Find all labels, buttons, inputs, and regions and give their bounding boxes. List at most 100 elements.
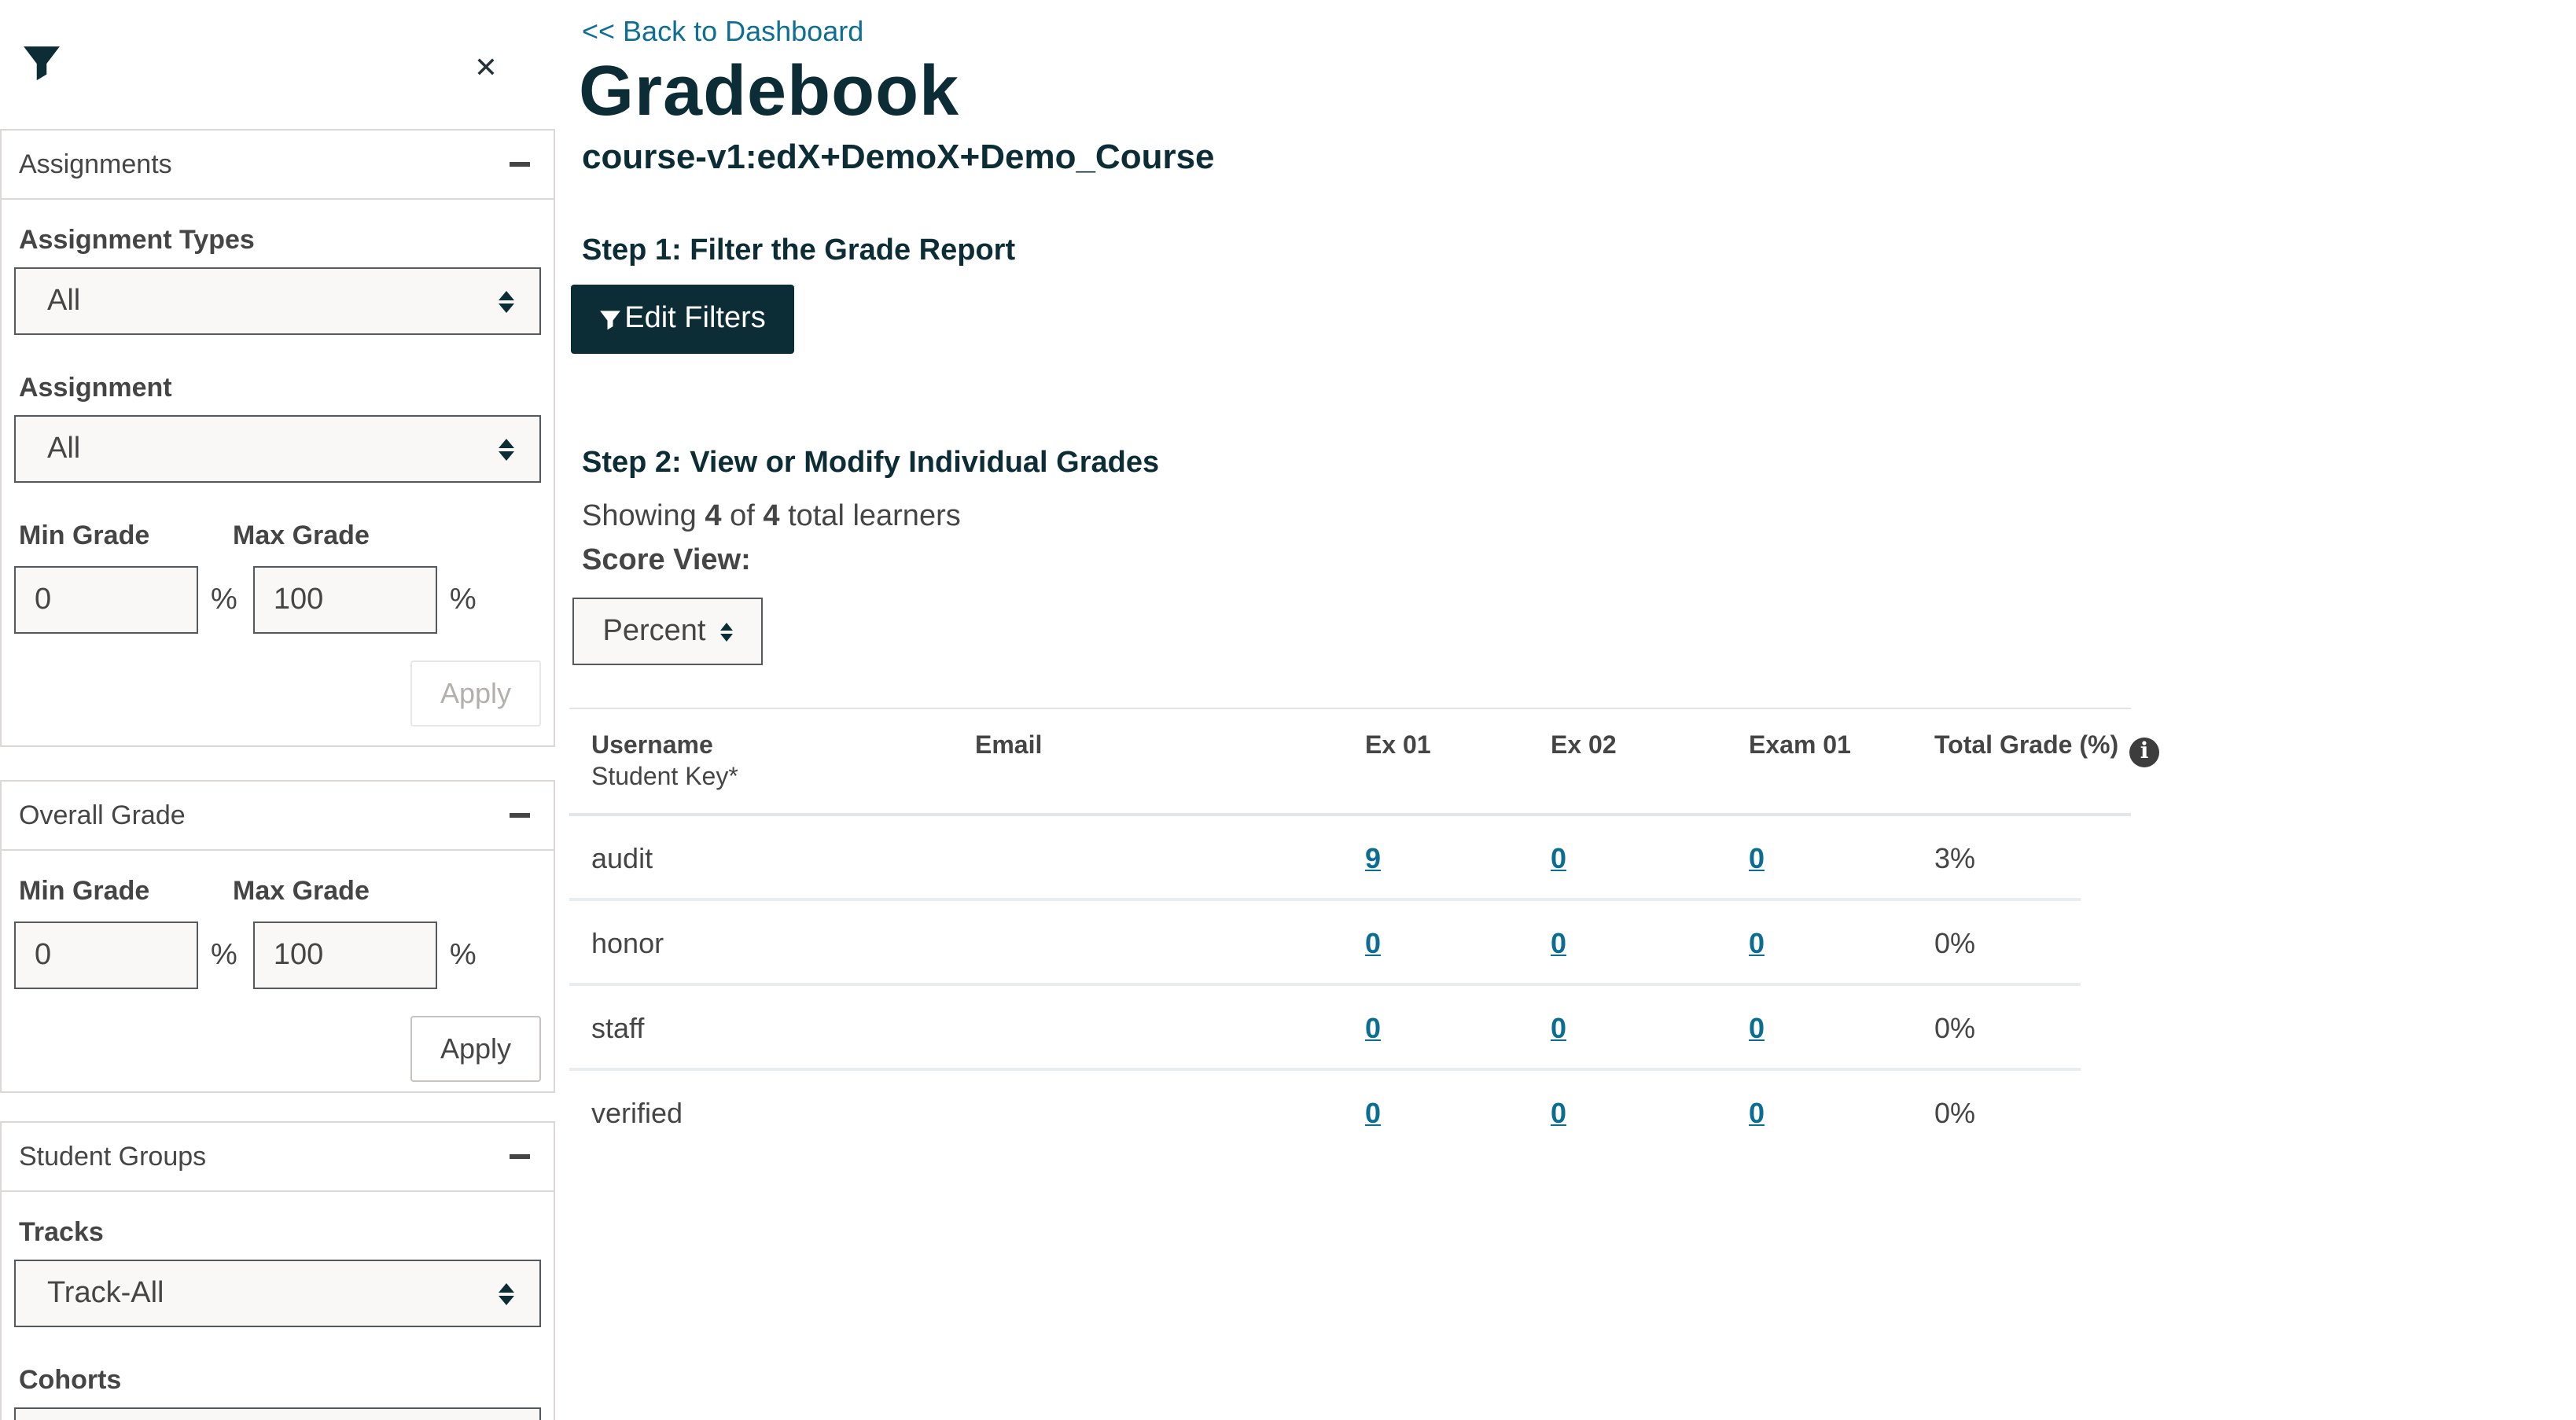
step1-heading: Step 1: Filter the Grade Report [582,234,1016,267]
student-groups-card-header: Student Groups [2,1123,554,1192]
column-header-email: Email [975,733,1043,760]
filter-icon [24,46,60,81]
table-row: verified 0 0 0 0% [569,1071,2131,1156]
assignment-select[interactable]: All [14,415,541,483]
showing-suffix: total learners [788,500,961,533]
assignments-card-header: Assignments [2,131,554,200]
student-groups-card-title: Student Groups [19,1141,207,1171]
overall-grade-apply-button[interactable]: Apply [410,1016,541,1082]
grade-link-ex01[interactable]: 9 [1365,842,1382,874]
percent-sign: % [211,583,237,616]
info-icon[interactable]: i [2129,738,2160,767]
showing-total: 4 [763,500,780,533]
username-cell: audit [591,842,653,874]
grade-link-ex01[interactable]: 0 [1365,1012,1382,1043]
grade-link-ex01[interactable]: 0 [1365,927,1382,958]
assignments-apply-button[interactable]: Apply [410,660,541,727]
grade-link-ex02[interactable]: 0 [1551,842,1567,874]
grades-table-header: Username Student Key* Email Ex 01 Ex 02 … [569,708,2160,816]
assignments-filter-card: Assignments Assignment Types All Assignm… [0,129,555,747]
grade-link-exam01[interactable]: 0 [1749,842,1765,874]
assignment-value: All [47,432,81,465]
tracks-value: Track-All [47,1276,164,1309]
overall-max-grade-input[interactable] [252,922,437,989]
grade-link-ex02[interactable]: 0 [1551,1097,1567,1128]
column-header-username: Username Student Key* [569,731,953,794]
overall-grade-card-header: Overall Grade [2,782,554,851]
row-divider [569,1068,2081,1071]
percent-sign: % [211,938,237,971]
showing-prefix: Showing [582,500,697,533]
grade-link-exam01[interactable]: 0 [1749,1012,1765,1043]
column-header-exam01: Exam 01 [1749,733,1851,760]
username-cell: verified [591,1097,683,1128]
overall-min-grade-label: Min Grade [19,876,150,906]
page-title: Gradebook [579,50,960,131]
showing-count: 4 [705,500,722,533]
assignment-min-grade-input[interactable] [14,566,198,634]
filter-sidebar: ✕ Assignments Assignment Types All Assig… [0,0,558,1420]
grade-link-ex02[interactable]: 0 [1551,927,1567,958]
back-to-dashboard-link[interactable]: << Back to Dashboard [582,16,864,47]
grade-link-ex01[interactable]: 0 [1365,1097,1382,1128]
overall-min-grade-input[interactable] [14,922,198,989]
select-arrows-icon [499,1282,514,1304]
assignments-card-title: Assignments [19,149,172,178]
collapse-minus-icon[interactable] [510,813,530,818]
score-view-label: Score View: [582,544,751,577]
close-icon[interactable]: ✕ [466,47,506,88]
overall-grade-card-body: Min Grade Max Grade % % Apply [2,851,554,1094]
overall-grade-card-title: Overall Grade [19,800,186,830]
assignment-max-grade-input[interactable] [252,566,437,634]
collapse-minus-icon[interactable] [510,162,530,167]
table-row: staff 0 0 0 0% [569,986,2131,1071]
grade-link-ex02[interactable]: 0 [1551,1012,1567,1043]
total-grade-cell: 0% [1934,1097,1976,1128]
column-header-total-grade: Total Grade (%) i [1912,731,2160,794]
table-row: audit 9 0 0 3% [569,816,2131,901]
total-grade-cell: 0% [1934,1012,1976,1043]
student-groups-card-body: Tracks Track-All Cohorts [2,1192,554,1420]
column-header-ex02: Ex 02 [1551,733,1617,760]
grades-table: Username Student Key* Email Ex 01 Ex 02 … [569,708,2160,1156]
student-groups-filter-card: Student Groups Tracks Track-All Cohorts [0,1121,555,1420]
course-id: course-v1:edX+DemoX+Demo_Course [582,137,1215,176]
overall-max-grade-label: Max Grade [233,876,370,906]
grade-link-exam01[interactable]: 0 [1749,927,1765,958]
row-divider [569,983,2081,986]
percent-sign: % [449,583,477,616]
username-cell: staff [591,1012,645,1043]
select-arrows-icon [499,290,514,312]
edit-filters-label: Edit Filters [624,302,766,335]
grade-link-exam01[interactable]: 0 [1749,1097,1765,1128]
student-key-subheader: Student Key* [591,764,738,791]
assignment-min-grade-label: Min Grade [19,521,150,550]
percent-sign: % [449,938,477,971]
showing-count-text: Showing 4 of 4 total learners [582,500,961,535]
showing-of: of [730,500,755,533]
tracks-select[interactable]: Track-All [14,1260,541,1327]
step2-heading: Step 2: View or Modify Individual Grades [582,447,1160,480]
overall-grade-filter-card: Overall Grade Min Grade Max Grade % % Ap… [0,780,555,1093]
cohorts-select[interactable] [14,1407,541,1420]
assignment-max-grade-label: Max Grade [233,521,370,550]
assignment-types-select[interactable]: All [14,267,541,335]
total-grade-cell: 3% [1934,842,1976,874]
tracks-label: Tracks [19,1217,104,1247]
score-view-select[interactable]: Percent [572,598,763,665]
column-header-ex01: Ex 01 [1365,733,1431,760]
assignment-types-value: All [47,284,81,317]
table-row: honor 0 0 0 0% [569,901,2131,986]
collapse-minus-icon[interactable] [510,1154,530,1159]
row-divider [569,898,2081,901]
assignments-card-body: Assignment Types All Assignment All Min … [2,200,554,739]
edit-filters-button[interactable]: Edit Filters [571,285,794,354]
assignment-label: Assignment [19,373,172,403]
total-grade-cell: 0% [1934,927,1976,958]
select-arrows-icon [499,438,514,460]
filter-icon [600,310,621,329]
score-view-value: Percent [602,614,706,647]
username-cell: honor [591,927,664,958]
